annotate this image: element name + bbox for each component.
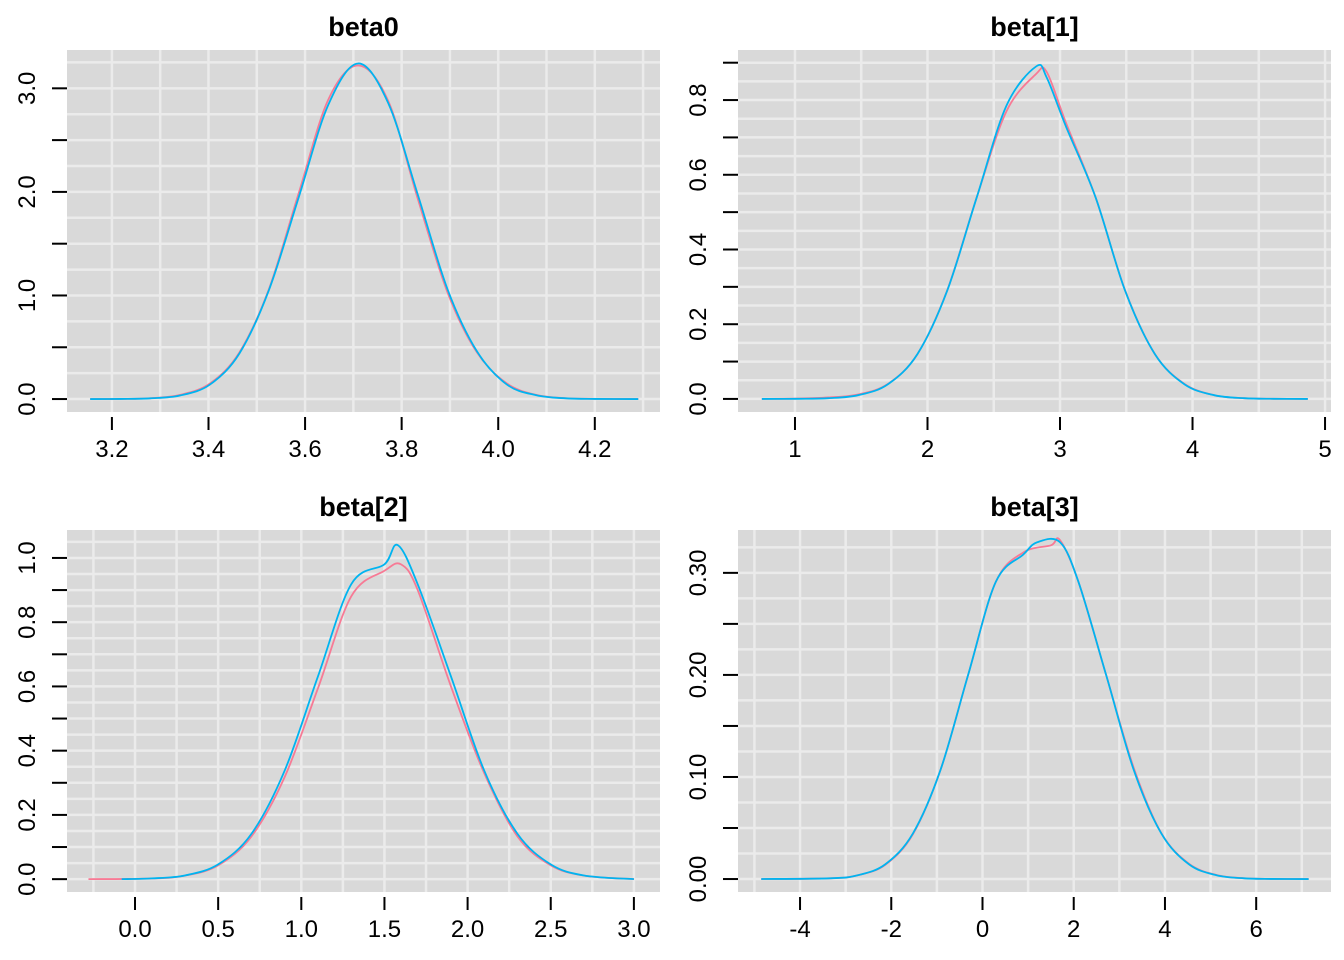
plot-background [67,530,660,892]
y-tick-label: 1.0 [14,279,41,312]
panel-title: beta[3] [990,492,1079,522]
x-tick-label: 0.0 [118,916,151,943]
x-tick-label: 3.6 [288,436,321,463]
y-tick-label: 0.6 [14,670,41,703]
panel-1: beta0 3.2 3.4 3.6 3.8 4.0 4.2 0.0 1.0 2.0 3.0 [14,12,660,463]
x-tick-label: 6 [1250,916,1263,943]
x-tick-label: 1.5 [368,916,401,943]
density-line-chain2 [90,62,639,400]
x-tick-label: 5 [1318,436,1331,463]
x-tick-label: 4 [1158,916,1171,943]
plot-background [67,50,660,412]
x-tick-label: 4.0 [482,436,515,463]
y-tick-label: 2.0 [14,175,41,208]
y-tick-label: 0.2 [14,798,41,831]
x-tick-label: 4 [1186,436,1199,463]
y-tick-label: 0.6 [685,158,712,191]
y-tick-label: 0.8 [685,83,712,116]
y-tick-label: 1.0 [14,541,41,574]
x-tick-label: 3.0 [617,916,650,943]
x-tick-label: 2 [921,436,934,463]
x-tick-label: 0.5 [201,916,234,943]
density-line-chain2 [761,537,1309,880]
y-tick-label: 0.8 [14,605,41,638]
y-tick-label: 0.30 [685,550,712,597]
x-tick-label: 4.2 [578,436,611,463]
y-tick-label: 3.0 [14,72,41,105]
y-tick-label: 0.0 [14,382,41,415]
x-tick-label: 1.0 [285,916,318,943]
x-tick-label: -4 [789,916,810,943]
x-tick-label: 3.4 [192,436,225,463]
y-tick-label: 0.0 [685,382,712,415]
y-tick-label: 0.00 [685,856,712,903]
x-tick-label: 0 [976,916,989,943]
panel-title: beta0 [328,12,399,42]
x-tick-label: 3 [1053,436,1066,463]
x-tick-label: 2 [1067,916,1080,943]
panel-title: beta[2] [319,492,408,522]
y-tick-label: 0.20 [685,652,712,699]
panel-4: beta[3] -4 -2 0 2 4 6 0.00 0.10 0.20 0.30 [685,492,1331,943]
y-tick-label: 0.4 [14,734,41,767]
y-tick-label: 0.10 [685,754,712,801]
panel-title: beta[1] [990,12,1079,42]
y-tick-label: 0.4 [685,233,712,266]
panel-2: beta[1] 1 2 3 4 5 0.0 0.2 0.4 0.6 0.8 [685,12,1332,463]
x-tick-label: 3.8 [385,436,418,463]
plot-background [738,530,1331,892]
x-tick-label: 3.2 [95,436,128,463]
x-tick-label: 2.0 [451,916,484,943]
y-tick-label: 0.0 [14,862,41,895]
y-tick-label: 0.2 [685,308,712,341]
x-tick-label: -2 [881,916,902,943]
x-tick-label: 1 [788,436,801,463]
panel-3: beta[2] 0.0 0.5 1.0 1.5 2.0 2.5 3.0 0.0 0.2 0.4 0.6… [14,492,660,943]
x-tick-label: 2.5 [534,916,567,943]
density-line-chain2 [121,543,634,881]
density-line-chain2 [761,63,1308,400]
